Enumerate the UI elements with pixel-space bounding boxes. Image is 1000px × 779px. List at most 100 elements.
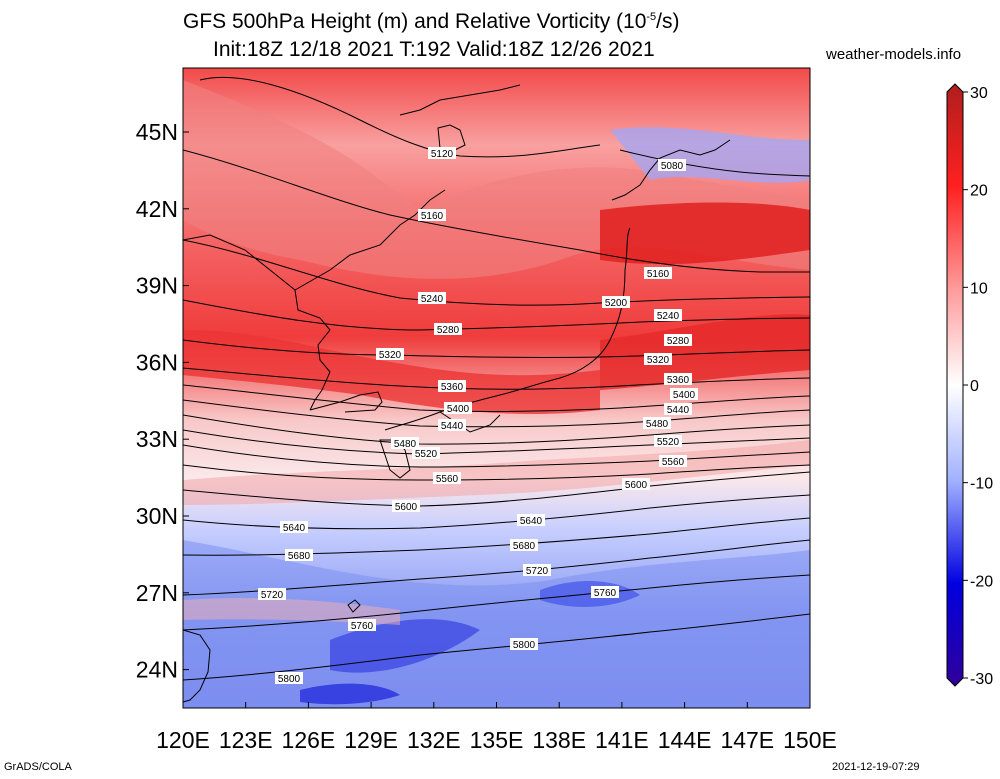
contour-label-bg: [664, 334, 692, 346]
contour-label: 5520: [654, 435, 682, 448]
contour-label-bg: [438, 419, 466, 431]
contour-label-text: 5360: [667, 375, 690, 386]
lon-tick-label: 129E: [344, 727, 398, 753]
lat-tick-label: 36N: [136, 349, 178, 375]
contour-label-bg: [602, 296, 630, 308]
lon-tick-label: 141E: [595, 727, 649, 753]
colorbar-scale: [946, 83, 964, 687]
contour-label: 5320: [376, 348, 404, 361]
contour-label: 5760: [348, 619, 376, 632]
contour-label-bg: [275, 672, 303, 684]
contour-label: 5640: [280, 521, 308, 534]
contour-label: 5280: [434, 323, 462, 336]
lon-tick-label: 123E: [219, 727, 273, 753]
contour-label: 5600: [392, 500, 420, 513]
contour-label: 5600: [622, 478, 650, 491]
contour-label-bg: [391, 437, 419, 449]
contour-label: 5520: [412, 447, 440, 460]
lat-tick-label: 30N: [136, 503, 178, 529]
contour-label: 5720: [523, 564, 551, 577]
contour-label-text: 5560: [662, 457, 685, 468]
contour-label: 5320: [644, 353, 672, 366]
contour-label-text: 5360: [441, 382, 464, 393]
longitude-axis: 120E 123E 126E 129E 132E 135E 138E 141E 144E 147E…: [156, 702, 837, 753]
contour-labels: 5080 5120 5160 5160 5200 5240 5240 5280 5280 5320…: [258, 147, 698, 685]
lat-tick-label: 33N: [136, 426, 178, 452]
colorbar-label: -20: [970, 573, 993, 590]
contour-label-bg: [285, 549, 313, 561]
contour-label: 5800: [510, 638, 538, 651]
contour-label-bg: [670, 388, 698, 400]
contour-label-text: 5240: [421, 294, 444, 305]
lon-tick-label: 150E: [783, 727, 837, 753]
contour-label-text: 5600: [625, 480, 648, 491]
contour-label: 5160: [418, 209, 446, 222]
contour-label-text: 5680: [288, 551, 311, 562]
title-line-1: GFS 500hPa Height (m) and Relative Vorti…: [183, 10, 1000, 34]
contour-label-bg: [348, 619, 376, 631]
contour-label-bg: [428, 147, 456, 159]
title-text: GFS 500hPa Height (m) and Relative Vorti…: [183, 10, 647, 33]
contour-label-bg: [622, 478, 650, 490]
contour-label-text: 5720: [526, 566, 549, 577]
contour-label-text: 5320: [647, 355, 670, 366]
title-line-2: Init:18Z 12/18 2021 T:192 Valid:18Z 12/2…: [213, 38, 655, 61]
contour-label: 5480: [643, 417, 671, 430]
lon-tick-label: 120E: [156, 727, 210, 753]
contour-label: 5800: [275, 672, 303, 685]
contour-label: 5480: [391, 437, 419, 450]
lon-tick-label: 126E: [282, 727, 336, 753]
contour-label-text: 5280: [667, 336, 690, 347]
contour-label-bg: [412, 447, 440, 459]
contour-label-text: 5760: [351, 621, 374, 632]
contour-label-text: 5760: [594, 588, 617, 599]
contour-label-bg: [654, 309, 682, 321]
contour-label-bg: [392, 500, 420, 512]
contour-label-bg: [591, 586, 619, 598]
contour-label-text: 5160: [647, 269, 670, 280]
contour-label-bg: [418, 292, 446, 304]
contour-label-text: 5400: [673, 390, 696, 401]
contour-label: 5440: [438, 419, 466, 432]
contour-label-bg: [644, 267, 672, 279]
contour-label: 5560: [433, 472, 461, 485]
contour-label-text: 5680: [513, 541, 536, 552]
colorbar-label: 10: [970, 280, 988, 297]
title-superscript: -5: [646, 11, 657, 23]
lat-tick-label: 27N: [136, 580, 178, 606]
lon-tick-label: 135E: [470, 727, 524, 753]
contour-label: 5720: [258, 588, 286, 601]
colorbar-label: -10: [970, 476, 993, 493]
contour-label: 5200: [602, 296, 630, 309]
footer-software: GrADS/COLA: [4, 761, 72, 773]
contour-label-text: 5120: [431, 149, 454, 160]
latitude-axis: 24N 27N 30N 33N 36N 39N 42N 45N: [136, 119, 189, 683]
lon-tick-label: 147E: [720, 727, 774, 753]
contour-label: 5400: [444, 402, 472, 415]
contour-label-bg: [643, 417, 671, 429]
colorbar: 30 20 10 0 -10 -20 -30: [946, 83, 993, 688]
lon-tick-label: 132E: [407, 727, 461, 753]
contour-label: 5080: [658, 159, 686, 172]
contour-label-text: 5200: [605, 298, 628, 309]
contour-label-bg: [258, 588, 286, 600]
contour-label: 5120: [428, 147, 456, 160]
colorbar-label: 30: [970, 85, 988, 102]
contour-label-text: 5560: [436, 474, 459, 485]
colorbar-label: 20: [970, 183, 988, 200]
contour-label: 5640: [517, 514, 545, 527]
contour-label-text: 5600: [395, 502, 418, 513]
contour-label-bg: [654, 435, 682, 447]
contour-label-text: 5280: [437, 325, 460, 336]
contour-label: 5360: [438, 380, 466, 393]
lat-tick-label: 24N: [136, 657, 178, 683]
lon-tick-label: 144E: [658, 727, 712, 753]
contour-label-bg: [658, 159, 686, 171]
lat-tick-label: 45N: [136, 119, 178, 145]
contour-label-text: 5520: [415, 449, 438, 460]
colorbar-label: -30: [970, 671, 993, 688]
contour-label-text: 5520: [657, 437, 680, 448]
contour-label-bg: [280, 521, 308, 533]
contour-label-text: 5440: [667, 405, 690, 416]
